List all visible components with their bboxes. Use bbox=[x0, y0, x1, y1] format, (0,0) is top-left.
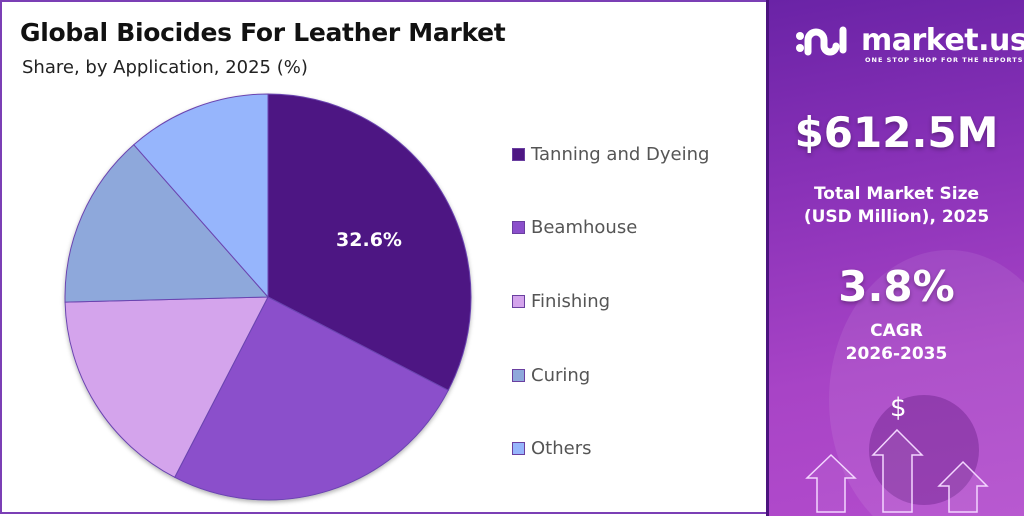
legend-swatch bbox=[512, 295, 525, 308]
chart-title: Global Biocides For Leather Market bbox=[20, 18, 506, 47]
legend-item-finishing: Finishing bbox=[512, 291, 610, 312]
market-size-label: Total Market Size (USD Million), 2025 bbox=[803, 184, 990, 227]
dollar-icon: $ bbox=[890, 393, 907, 423]
legend-swatch bbox=[512, 221, 525, 234]
market-size-value: $612.5M bbox=[794, 108, 999, 157]
legend-swatch bbox=[512, 442, 525, 455]
market-us-logo-icon bbox=[796, 26, 847, 56]
legend-item-beamhouse: Beamhouse bbox=[512, 217, 637, 238]
pie-slice-curing bbox=[64, 144, 270, 303]
growth-arrows-icon bbox=[805, 428, 989, 513]
brand-tagline: ONE STOP SHOP FOR THE REPORTS bbox=[865, 56, 1024, 64]
legend-item-tanning-and-dyeing: Tanning and Dyeing bbox=[512, 144, 709, 165]
background-decoration bbox=[869, 395, 979, 505]
chart-subtitle: Share, by Application, 2025 (%) bbox=[22, 57, 308, 78]
cagr-value: 3.8% bbox=[838, 262, 955, 311]
pie-slice-tanning-and-dyeing bbox=[267, 93, 472, 391]
pie-slice-others bbox=[133, 93, 269, 299]
legend-item-curing: Curing bbox=[512, 365, 590, 386]
pie-slice-label: 32.6% bbox=[336, 229, 402, 251]
legend-swatch bbox=[512, 148, 525, 161]
stats-panel: market.us ONE STOP SHOP FOR THE REPORTS … bbox=[766, 0, 1024, 516]
brand-name: market.us bbox=[861, 22, 1024, 58]
legend-swatch bbox=[512, 369, 525, 382]
pie-slice-beamhouse bbox=[174, 296, 449, 501]
cagr-label: CAGR 2026-2035 bbox=[845, 321, 948, 364]
pie-slice-finishing bbox=[64, 296, 269, 478]
legend-item-others: Others bbox=[512, 438, 592, 459]
brand-logo: market.us bbox=[795, 22, 1024, 58]
pie-chart: 32.6% bbox=[64, 93, 472, 501]
